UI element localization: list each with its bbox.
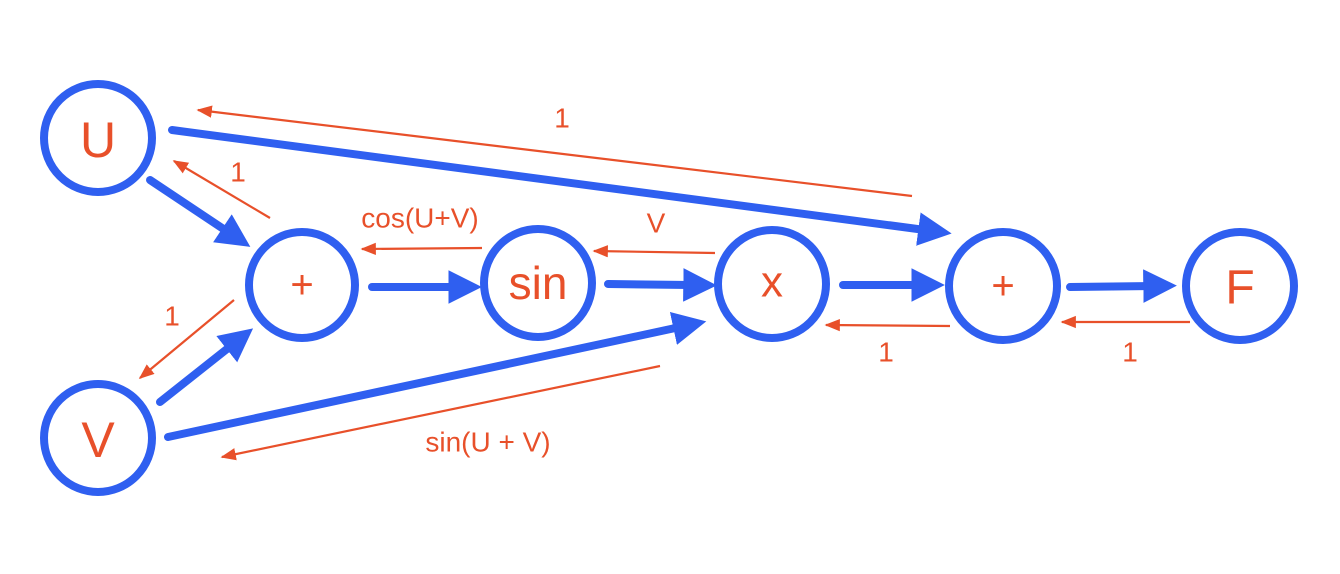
node-plus1-label: + xyxy=(290,263,313,307)
edge-v-to-plus1 xyxy=(156,328,254,406)
node-v-label: V xyxy=(81,412,115,468)
edge-u-to-plus1 xyxy=(146,176,251,247)
grad-label-plus1-to-u: 1 xyxy=(230,157,246,188)
node-u: U xyxy=(40,80,156,196)
node-f-label: F xyxy=(1225,262,1254,315)
node-sin-label: sin xyxy=(509,257,568,309)
grad-edge-plus1-to-v xyxy=(138,299,235,379)
edge-sin-to-mul xyxy=(604,268,717,302)
node-plus2-label: + xyxy=(991,264,1014,308)
node-v: V xyxy=(40,380,156,496)
grad-edge-mul-to-v xyxy=(220,364,661,461)
node-mul: x xyxy=(714,226,830,342)
grad-label-plus2-to-mul: 1 xyxy=(878,337,894,368)
node-mul-label: x xyxy=(761,258,783,307)
grad-label-plus2-to-u: 1 xyxy=(554,103,570,134)
grad-edge-sin-to-plus1 xyxy=(360,242,483,256)
edge-v-to-mul xyxy=(164,311,707,441)
node-f: F xyxy=(1182,228,1298,344)
grad-edge-plus2-to-u xyxy=(196,105,913,198)
grad-edge-plus1-to-u xyxy=(172,160,271,219)
node-u-label: U xyxy=(80,112,116,168)
grad-label-mul-to-sin: V xyxy=(647,208,666,239)
grad-edge-plus2-to-mul xyxy=(824,318,951,332)
grad-edge-mul-to-sin xyxy=(592,245,716,258)
node-plus2: + xyxy=(945,228,1061,344)
grad-label-mul-to-v: sin(U + V) xyxy=(425,427,550,458)
grad-label-f-to-plus2: 1 xyxy=(1122,337,1138,368)
node-plus1: + xyxy=(245,228,359,342)
edge-u-to-plus2 xyxy=(168,126,952,246)
node-sin: sin xyxy=(480,225,596,341)
edge-plus2-to-f xyxy=(1066,269,1177,303)
grad-label-plus1-to-v: 1 xyxy=(164,301,180,332)
grad-label-sin-to-plus1: cos(U+V) xyxy=(361,203,478,234)
